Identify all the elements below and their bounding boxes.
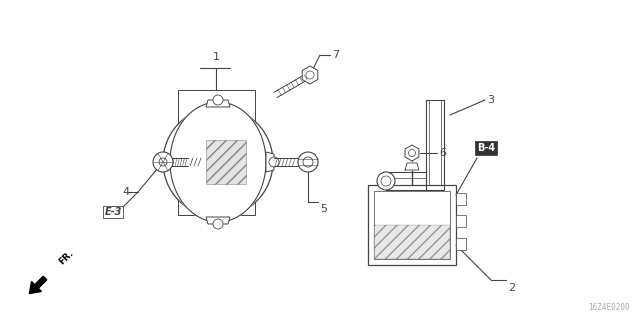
Circle shape	[213, 219, 223, 229]
Polygon shape	[206, 217, 230, 224]
Text: 7: 7	[332, 50, 339, 60]
Bar	[206, 140, 246, 184]
Text: 1: 1	[212, 52, 220, 62]
Bar	[368, 185, 456, 265]
Circle shape	[153, 152, 173, 172]
Circle shape	[306, 71, 314, 79]
Bar	[456, 238, 466, 250]
Polygon shape	[266, 152, 274, 172]
Text: FR.: FR.	[57, 248, 75, 266]
Circle shape	[213, 95, 223, 105]
Bar	[456, 193, 466, 205]
Circle shape	[303, 157, 313, 167]
Text: 4: 4	[123, 187, 130, 197]
Circle shape	[298, 152, 318, 172]
Polygon shape	[170, 158, 188, 166]
Polygon shape	[302, 66, 318, 84]
Circle shape	[163, 107, 273, 217]
Text: 5: 5	[320, 204, 327, 214]
Circle shape	[408, 149, 415, 156]
Circle shape	[269, 157, 279, 167]
Bar	[374, 225, 450, 259]
Bar	[456, 215, 466, 227]
Text: 6: 6	[439, 148, 446, 158]
Polygon shape	[274, 158, 298, 166]
Polygon shape	[405, 145, 419, 161]
Text: B-4: B-4	[477, 143, 495, 153]
Text: 3: 3	[487, 95, 494, 105]
Circle shape	[377, 172, 395, 190]
Text: 16Z4E0200: 16Z4E0200	[588, 303, 630, 312]
Polygon shape	[386, 172, 426, 190]
Circle shape	[381, 176, 391, 186]
Polygon shape	[426, 100, 444, 190]
Bar	[374, 191, 450, 259]
Text: 2: 2	[508, 283, 515, 293]
Text: E-3: E-3	[104, 207, 122, 217]
Polygon shape	[170, 102, 266, 222]
FancyArrow shape	[29, 276, 47, 293]
Bar	[178, 90, 255, 215]
Polygon shape	[405, 163, 419, 170]
Circle shape	[159, 158, 167, 166]
Polygon shape	[206, 100, 230, 107]
